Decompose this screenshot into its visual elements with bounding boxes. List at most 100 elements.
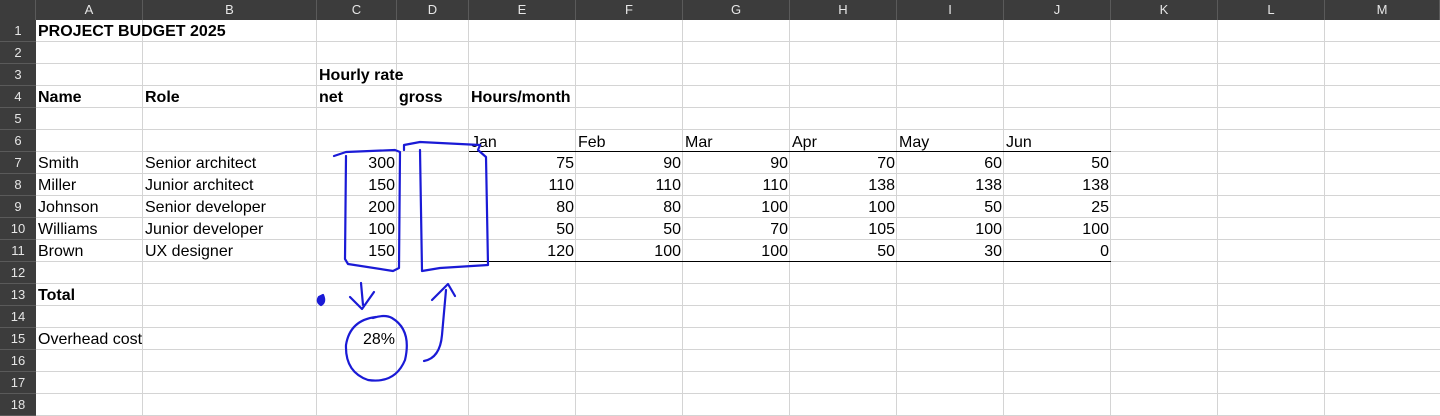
cell-c15-overhead-value[interactable]: 28% <box>362 331 395 348</box>
select-all-corner[interactable] <box>0 0 36 20</box>
net-rate[interactable]: 300 <box>368 155 395 172</box>
column-header-g[interactable]: G <box>683 0 790 20</box>
month-header-jun[interactable]: Jun <box>1006 134 1032 151</box>
hours-value[interactable]: 80 <box>556 199 574 216</box>
row-header-3[interactable]: 3 <box>0 64 36 86</box>
staff-role[interactable]: Junior architect <box>145 177 254 194</box>
staff-role[interactable]: UX designer <box>145 243 234 260</box>
cell-c3-hourly-rate[interactable]: Hourly rate <box>319 67 404 84</box>
row-header-11[interactable]: 11 <box>0 240 36 262</box>
column-header-b[interactable]: B <box>143 0 317 20</box>
hours-value[interactable]: 110 <box>762 177 788 194</box>
row-header-10[interactable]: 10 <box>0 218 36 240</box>
ink-box-gross-column <box>402 140 490 273</box>
column-header-f[interactable]: F <box>576 0 683 20</box>
row-header-7[interactable]: 7 <box>0 152 36 174</box>
net-rate[interactable]: 150 <box>368 177 395 194</box>
column-header-e[interactable]: E <box>469 0 576 20</box>
hours-value[interactable]: 30 <box>984 243 1002 260</box>
hours-value[interactable]: 90 <box>663 155 681 172</box>
hours-value[interactable]: 50 <box>663 221 681 238</box>
column-header-k[interactable]: K <box>1111 0 1218 20</box>
cell-c4-net[interactable]: net <box>319 89 343 106</box>
hours-value[interactable]: 50 <box>556 221 574 238</box>
hours-value[interactable]: 50 <box>877 243 895 260</box>
net-rate[interactable]: 150 <box>368 243 395 260</box>
hours-value[interactable]: 75 <box>556 155 574 172</box>
row-header-14[interactable]: 14 <box>0 306 36 328</box>
grid-row-line <box>36 129 1440 130</box>
column-header-c[interactable]: C <box>317 0 397 20</box>
hours-value[interactable]: 50 <box>1091 155 1109 172</box>
hours-value[interactable]: 100 <box>868 199 895 216</box>
hours-value[interactable]: 120 <box>547 243 574 260</box>
hours-value[interactable]: 100 <box>761 243 788 260</box>
month-header-jan[interactable]: Jan <box>471 134 497 151</box>
row-header-16[interactable]: 16 <box>0 350 36 372</box>
row-header-9[interactable]: 9 <box>0 196 36 218</box>
hours-value[interactable]: 70 <box>770 221 788 238</box>
column-header-d[interactable]: D <box>397 0 469 20</box>
staff-role[interactable]: Senior architect <box>145 155 257 172</box>
grid-row-line <box>36 217 1440 218</box>
hours-value[interactable]: 138 <box>1082 177 1109 194</box>
row-header-5[interactable]: 5 <box>0 108 36 130</box>
column-header-j[interactable]: J <box>1004 0 1111 20</box>
column-header-l[interactable]: L <box>1218 0 1325 20</box>
row-header-1[interactable]: 1 <box>0 20 36 42</box>
row-header-8[interactable]: 8 <box>0 174 36 196</box>
cell-a1-title[interactable]: PROJECT BUDGET 2025 <box>38 23 226 40</box>
staff-name[interactable]: Williams <box>38 221 98 238</box>
hours-value[interactable]: 25 <box>1091 199 1109 216</box>
hours-value[interactable]: 0 <box>1100 243 1109 260</box>
net-rate[interactable]: 200 <box>368 199 395 216</box>
grid-row-line <box>36 393 1440 394</box>
staff-name[interactable]: Smith <box>38 155 79 172</box>
row-header-12[interactable]: 12 <box>0 262 36 284</box>
cell-d4-gross[interactable]: gross <box>399 89 443 106</box>
hours-value[interactable]: 110 <box>548 177 574 194</box>
staff-name[interactable]: Johnson <box>38 199 99 216</box>
month-header-apr[interactable]: Apr <box>792 134 817 151</box>
row-header-6[interactable]: 6 <box>0 130 36 152</box>
cell-e4-hours-month[interactable]: Hours/month <box>471 89 571 106</box>
hours-value[interactable]: 100 <box>761 199 788 216</box>
staff-role[interactable]: Senior developer <box>145 199 266 216</box>
month-header-feb[interactable]: Feb <box>578 134 606 151</box>
ink-arrow-down <box>348 281 376 311</box>
hours-value[interactable]: 60 <box>984 155 1002 172</box>
month-header-mar[interactable]: Mar <box>685 134 713 151</box>
staff-name[interactable]: Miller <box>38 177 77 194</box>
hours-value[interactable]: 100 <box>654 243 681 260</box>
row-header-13[interactable]: 13 <box>0 284 36 306</box>
column-header-a[interactable]: A <box>36 0 143 20</box>
row-header-15[interactable]: 15 <box>0 328 36 350</box>
hours-value[interactable]: 80 <box>663 199 681 216</box>
hours-value[interactable]: 50 <box>984 199 1002 216</box>
hours-value[interactable]: 90 <box>770 155 788 172</box>
hours-value[interactable]: 138 <box>975 177 1002 194</box>
row-header-2[interactable]: 2 <box>0 42 36 64</box>
hours-value[interactable]: 100 <box>1082 221 1109 238</box>
cell-a13-total[interactable]: Total <box>38 287 76 304</box>
hours-value[interactable]: 100 <box>975 221 1002 238</box>
hours-value[interactable]: 105 <box>868 221 895 238</box>
net-rate[interactable]: 100 <box>368 221 395 238</box>
staff-role[interactable]: Junior developer <box>145 221 264 238</box>
month-header-may[interactable]: May <box>899 134 930 151</box>
table-bottom-border <box>469 261 1111 262</box>
cell-a4-name[interactable]: Name <box>38 89 82 106</box>
column-header-h[interactable]: H <box>790 0 897 20</box>
row-header-17[interactable]: 17 <box>0 372 36 394</box>
hours-value[interactable]: 110 <box>655 177 681 194</box>
row-header-4[interactable]: 4 <box>0 86 36 108</box>
staff-name[interactable]: Brown <box>38 243 84 260</box>
grid-row-line <box>36 195 1440 196</box>
column-header-i[interactable]: I <box>897 0 1004 20</box>
cell-b4-role[interactable]: Role <box>145 89 180 106</box>
cell-a15-overhead-label[interactable]: Overhead cost <box>38 331 143 348</box>
hours-value[interactable]: 70 <box>877 155 895 172</box>
hours-value[interactable]: 138 <box>868 177 895 194</box>
